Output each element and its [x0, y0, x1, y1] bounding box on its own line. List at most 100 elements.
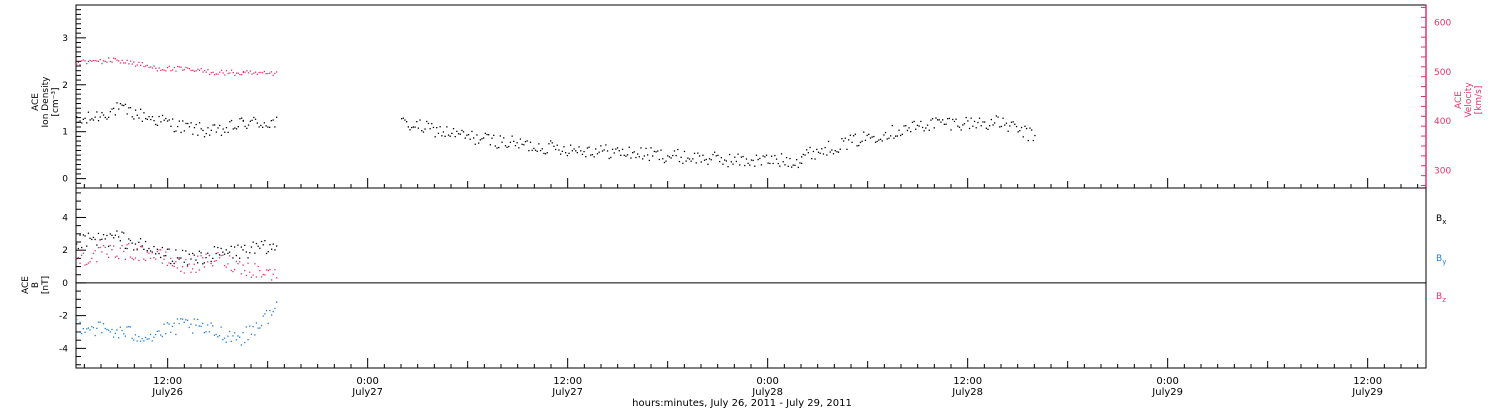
data-point-bz [222, 254, 224, 256]
data-point-ion-density [853, 135, 855, 137]
data-point-bz [254, 263, 256, 265]
data-point-ion-density [551, 142, 553, 144]
data-point-ion-density [953, 120, 956, 123]
data-point-bx [102, 234, 105, 236]
data-point-ion-density [819, 152, 821, 154]
data-point-ion-density [772, 162, 774, 165]
data-point-bx [168, 248, 170, 250]
data-point-ion-density [643, 155, 645, 157]
data-point-ion-density [556, 144, 558, 146]
data-point-ion-density [640, 147, 642, 149]
data-point-bx [259, 247, 261, 249]
data-point-ion-density [717, 154, 719, 156]
data-point-ion-density [596, 153, 599, 155]
data-point-ion-density [628, 146, 630, 148]
data-point-ion-density [994, 122, 996, 124]
data-point-ion-density [205, 132, 207, 135]
data-point-velocity [242, 71, 244, 74]
data-point-bx [260, 240, 263, 243]
data-point-ion-density [843, 140, 845, 142]
x-tick-time-label: 0:00 [356, 376, 378, 387]
data-point-ion-density [116, 102, 118, 104]
data-point-velocity [203, 69, 206, 72]
data-point-ion-density [262, 126, 264, 128]
data-point-velocity [262, 72, 264, 74]
data-point-ion-density [473, 137, 475, 139]
data-point-ion-density [195, 123, 197, 126]
data-point-ion-density [648, 159, 650, 162]
data-point-bz [244, 269, 246, 272]
data-point-velocity [106, 61, 108, 63]
data-point-ion-density [214, 124, 216, 126]
data-point-by [81, 332, 83, 335]
data-point-ion-density [680, 156, 682, 158]
data-point-bz [276, 277, 278, 279]
data-point-ion-density [544, 153, 547, 155]
data-point-velocity [160, 69, 162, 71]
data-point-by [223, 337, 226, 339]
data-point-velocity [101, 62, 103, 65]
data-point-ion-density [503, 137, 505, 139]
data-point-ion-density [935, 117, 937, 119]
data-point-ion-density [77, 121, 79, 123]
data-point-ion-density [623, 154, 625, 156]
data-point-bz [245, 274, 247, 277]
data-point-ion-density [486, 133, 488, 136]
data-point-ion-density [484, 132, 486, 134]
data-point-ion-density [224, 131, 226, 133]
data-point-velocity [166, 67, 169, 69]
data-point-velocity [202, 71, 204, 73]
data-point-ion-density [742, 155, 744, 158]
data-point-ion-density [715, 155, 717, 157]
data-point-ion-density [893, 137, 895, 139]
data-point-ion-density [511, 135, 513, 137]
data-point-velocity [253, 72, 255, 74]
data-point-ion-density [804, 154, 806, 156]
data-point-bz [97, 247, 100, 249]
data-point-bx [188, 253, 190, 255]
data-point-bx [134, 243, 137, 245]
data-point-velocity [129, 60, 132, 62]
data-point-velocity [197, 68, 199, 70]
data-point-ion-density [637, 153, 639, 155]
data-point-ion-density [600, 145, 602, 147]
data-point-velocity [109, 60, 111, 63]
data-point-by [225, 341, 227, 343]
data-point-ion-density [791, 166, 793, 168]
data-point-velocity [185, 66, 187, 69]
data-point-bx [186, 264, 189, 266]
data-point-bx [96, 244, 98, 246]
data-point-velocity [254, 71, 257, 73]
data-point-bz [259, 270, 261, 272]
data-point-bz [192, 268, 194, 270]
data-point-bz [168, 262, 170, 264]
data-point-bz [134, 257, 137, 259]
data-point-bx [217, 246, 219, 249]
data-point-velocity [86, 63, 88, 65]
data-point-ion-density [265, 125, 267, 127]
data-point-ion-density [827, 140, 830, 143]
data-point-ion-density [720, 157, 722, 159]
data-point-bx [84, 235, 86, 237]
data-point-bx [146, 250, 148, 252]
data-point-velocity [173, 66, 175, 69]
data-point-ion-density [757, 158, 759, 161]
data-point-ion-density [864, 139, 867, 141]
data-point-ion-density [131, 116, 133, 118]
data-point-velocity [272, 74, 274, 76]
data-point-velocity [102, 60, 105, 62]
data-point-ion-density [571, 150, 573, 152]
data-point-ion-density [178, 120, 180, 122]
data-point-bz [203, 266, 205, 268]
data-point-ion-density [910, 131, 912, 133]
data-point-bz [106, 253, 108, 255]
data-point-ion-density [230, 119, 233, 122]
data-point-ion-density [456, 130, 458, 132]
data-point-velocity [84, 60, 86, 62]
data-point-ion-density [416, 121, 418, 123]
data-point-velocity [158, 67, 160, 69]
data-point-ion-density [618, 150, 620, 152]
data-point-ion-density [792, 164, 794, 166]
